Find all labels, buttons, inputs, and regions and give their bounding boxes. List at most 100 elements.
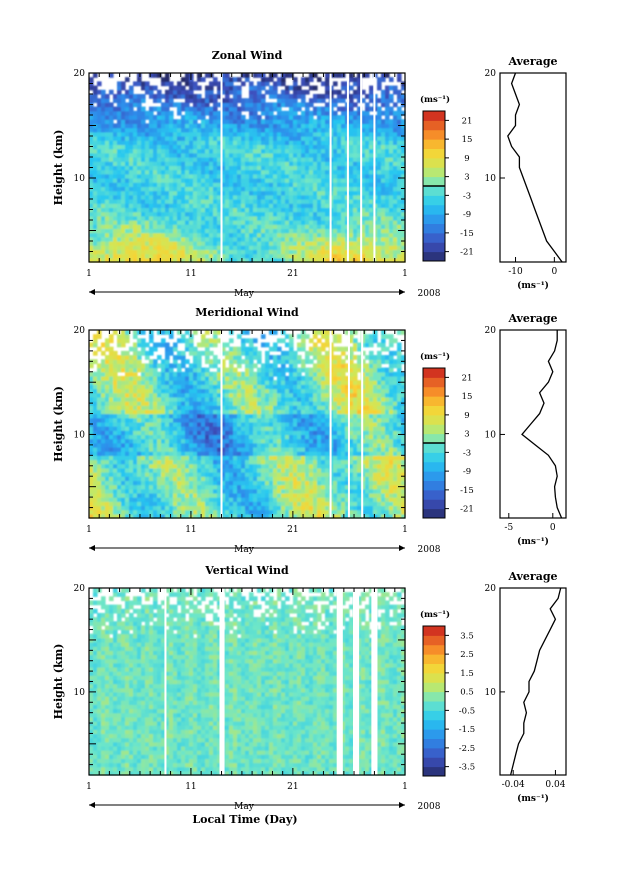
- heatmap-cell: [101, 467, 106, 473]
- heatmap-cell: [233, 492, 238, 498]
- heatmap-cell: [353, 123, 358, 129]
- heatmap-cell: [181, 249, 186, 255]
- heatmap-cell: [325, 253, 330, 259]
- heatmap-cell: [113, 203, 118, 208]
- heatmap-cell: [157, 513, 162, 519]
- heatmap-cell: [237, 463, 242, 469]
- heatmap-cell: [193, 413, 198, 419]
- heatmap-cell: [293, 211, 298, 217]
- heatmap-cell: [241, 199, 246, 204]
- heatmap-cell: [165, 77, 170, 82]
- heatmap-cell: [357, 73, 362, 78]
- heatmap-cell: [221, 413, 226, 419]
- heatmap-cell: [113, 430, 118, 436]
- heatmap-cell: [145, 405, 150, 410]
- heatmap-cell: [117, 190, 122, 196]
- heatmap-cell: [221, 224, 226, 229]
- heatmap-cell: [353, 144, 358, 150]
- heatmap-cell: [117, 472, 122, 477]
- heatmap-cell: [365, 178, 370, 183]
- heatmap-cell: [121, 207, 126, 213]
- heatmap-cell: [313, 232, 318, 238]
- heatmap-cell: [121, 194, 126, 200]
- heatmap-cell: [233, 119, 238, 124]
- heatmap-cell: [221, 455, 226, 461]
- heatmap-cell: [149, 375, 154, 381]
- heatmap-cell: [137, 467, 142, 473]
- heatmap-cell: [325, 165, 330, 171]
- heatmap-cell: [357, 173, 362, 179]
- heatmap-cell: [169, 497, 174, 502]
- heatmap-cell: [389, 148, 394, 154]
- heatmap-cell: [185, 182, 190, 187]
- heatmap-cell: [209, 459, 214, 465]
- heatmap-cell: [221, 505, 226, 511]
- heatmap-cell: [273, 115, 278, 120]
- heatmap-cell: [161, 497, 166, 502]
- heatmap-cell: [93, 98, 98, 103]
- heatmap-cell: [337, 245, 342, 250]
- heatmap-cell: [225, 186, 230, 192]
- heatmap-cell: [117, 388, 122, 394]
- heatmap-cell: [145, 488, 150, 494]
- heatmap-cell: [149, 245, 154, 250]
- heatmap-cell: [237, 245, 242, 250]
- heatmap-cell: [369, 165, 374, 171]
- heatmap-cell: [189, 203, 194, 208]
- heatmap-cell: [341, 94, 346, 99]
- heatmap-cell: [173, 501, 178, 507]
- heatmap-cell: [309, 190, 314, 196]
- heatmap-cell: [245, 102, 250, 108]
- heatmap-cell: [233, 480, 238, 486]
- heatmap-cell: [93, 152, 98, 158]
- heatmap-cell: [341, 115, 346, 120]
- heatmap-cell: [297, 89, 302, 95]
- heatmap-cell: [249, 144, 254, 150]
- heatmap-cell: [209, 190, 214, 196]
- heatmap-cell: [197, 413, 202, 419]
- heatmap-cell: [89, 224, 94, 229]
- heatmap-cell: [161, 363, 166, 369]
- heatmap-cell: [177, 380, 182, 385]
- heatmap-cell: [273, 173, 278, 179]
- heatmap-cell: [257, 220, 262, 225]
- heatmap-cell: [93, 236, 98, 242]
- heatmap-cell: [193, 509, 198, 515]
- heatmap-cell: [229, 388, 234, 394]
- heatmap-cell: [157, 438, 162, 444]
- heatmap-cell: [301, 190, 306, 196]
- heatmap-cell: [161, 102, 166, 108]
- heatmap-cell: [209, 182, 214, 187]
- heatmap-cell: [321, 253, 326, 259]
- heatmap-cell: [161, 136, 166, 141]
- heatmap-cell: [105, 509, 110, 515]
- heatmap-cell: [205, 505, 210, 511]
- heatmap-cell: [229, 182, 234, 187]
- heatmap-cell: [169, 89, 174, 95]
- heatmap-cell: [113, 106, 118, 112]
- heatmap-cell: [117, 459, 122, 465]
- heatmap-cell: [185, 215, 190, 221]
- heatmap-cell: [149, 338, 154, 344]
- heatmap-cell: [141, 224, 146, 229]
- heatmap-cell: [269, 199, 274, 204]
- heatmap-cell: [189, 497, 194, 502]
- heatmap-cell: [157, 232, 162, 238]
- heatmap-cell: [229, 392, 234, 398]
- heatmap-cell: [97, 232, 102, 238]
- heatmap-cell: [289, 73, 294, 78]
- heatmap-cell: [245, 161, 250, 166]
- heatmap-cell: [369, 253, 374, 259]
- heatmap-cell: [109, 224, 114, 229]
- heatmap-cell: [273, 186, 278, 192]
- heatmap-cell: [169, 102, 174, 108]
- heatmap-cell: [265, 215, 270, 221]
- heatmap-cell: [165, 488, 170, 494]
- heatmap-cell: [341, 228, 346, 234]
- heatmap-cell: [181, 501, 186, 507]
- heatmap-cell: [225, 232, 230, 238]
- heatmap-cell: [105, 405, 110, 410]
- heatmap-cell: [333, 186, 338, 192]
- heatmap-cell: [165, 355, 170, 360]
- heatmap-cell: [333, 257, 338, 263]
